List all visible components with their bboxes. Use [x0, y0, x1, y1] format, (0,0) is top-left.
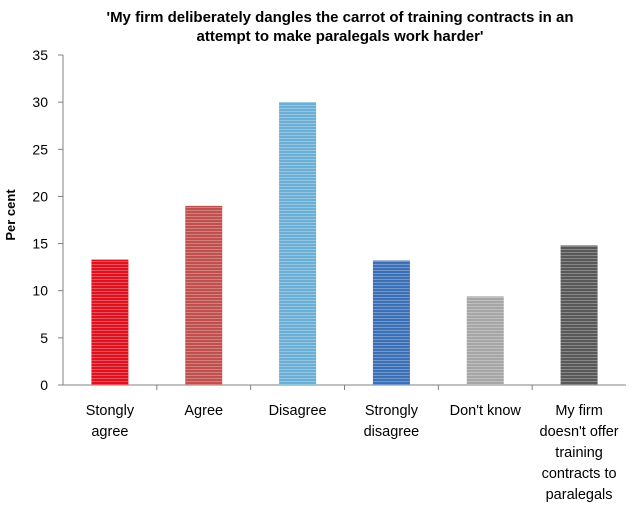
- x-category-label: contracts to: [542, 466, 617, 482]
- x-category-label: disagree: [364, 424, 420, 440]
- y-axis-label: Per cent: [3, 189, 18, 241]
- y-tick-label: 10: [32, 283, 48, 299]
- x-category-label: Strongly: [365, 403, 419, 419]
- x-category-label: training: [555, 445, 603, 461]
- bar-texture: [185, 205, 223, 385]
- y-tick-label: 0: [40, 377, 48, 393]
- x-category-label: paralegals: [546, 487, 613, 503]
- chart-title-line: attempt to make paralegals work harder': [197, 28, 484, 45]
- x-category-label: Stongly: [86, 403, 135, 419]
- chart-title: 'My firm deliberately dangles the carrot…: [107, 9, 574, 45]
- x-axis-labels: Stongly agree Agree Disagree Strongly disagre…: [86, 385, 619, 503]
- x-category-label: doesn't offer: [540, 424, 619, 440]
- y-tick-label: 35: [32, 47, 48, 63]
- y-tick-label: 5: [40, 330, 48, 346]
- y-tick-label: 15: [32, 236, 48, 252]
- x-category-label: Disagree: [269, 403, 327, 419]
- bar-texture: [560, 245, 598, 385]
- chart-title-line: 'My firm deliberately dangles the carrot…: [107, 9, 574, 26]
- bar-texture: [279, 102, 317, 386]
- y-tick-label: 25: [32, 141, 48, 157]
- x-category-label: agree: [91, 424, 128, 440]
- bar-texture: [466, 296, 504, 385]
- bar-texture: [91, 259, 129, 385]
- x-category-label: Agree: [184, 403, 223, 419]
- bars-group: [91, 102, 598, 386]
- bar-texture: [372, 260, 410, 385]
- x-category-label: Don't know: [450, 403, 522, 419]
- y-tick-label: 30: [32, 94, 48, 110]
- y-tick-label: 20: [32, 188, 48, 204]
- x-category-label: My firm: [555, 403, 603, 419]
